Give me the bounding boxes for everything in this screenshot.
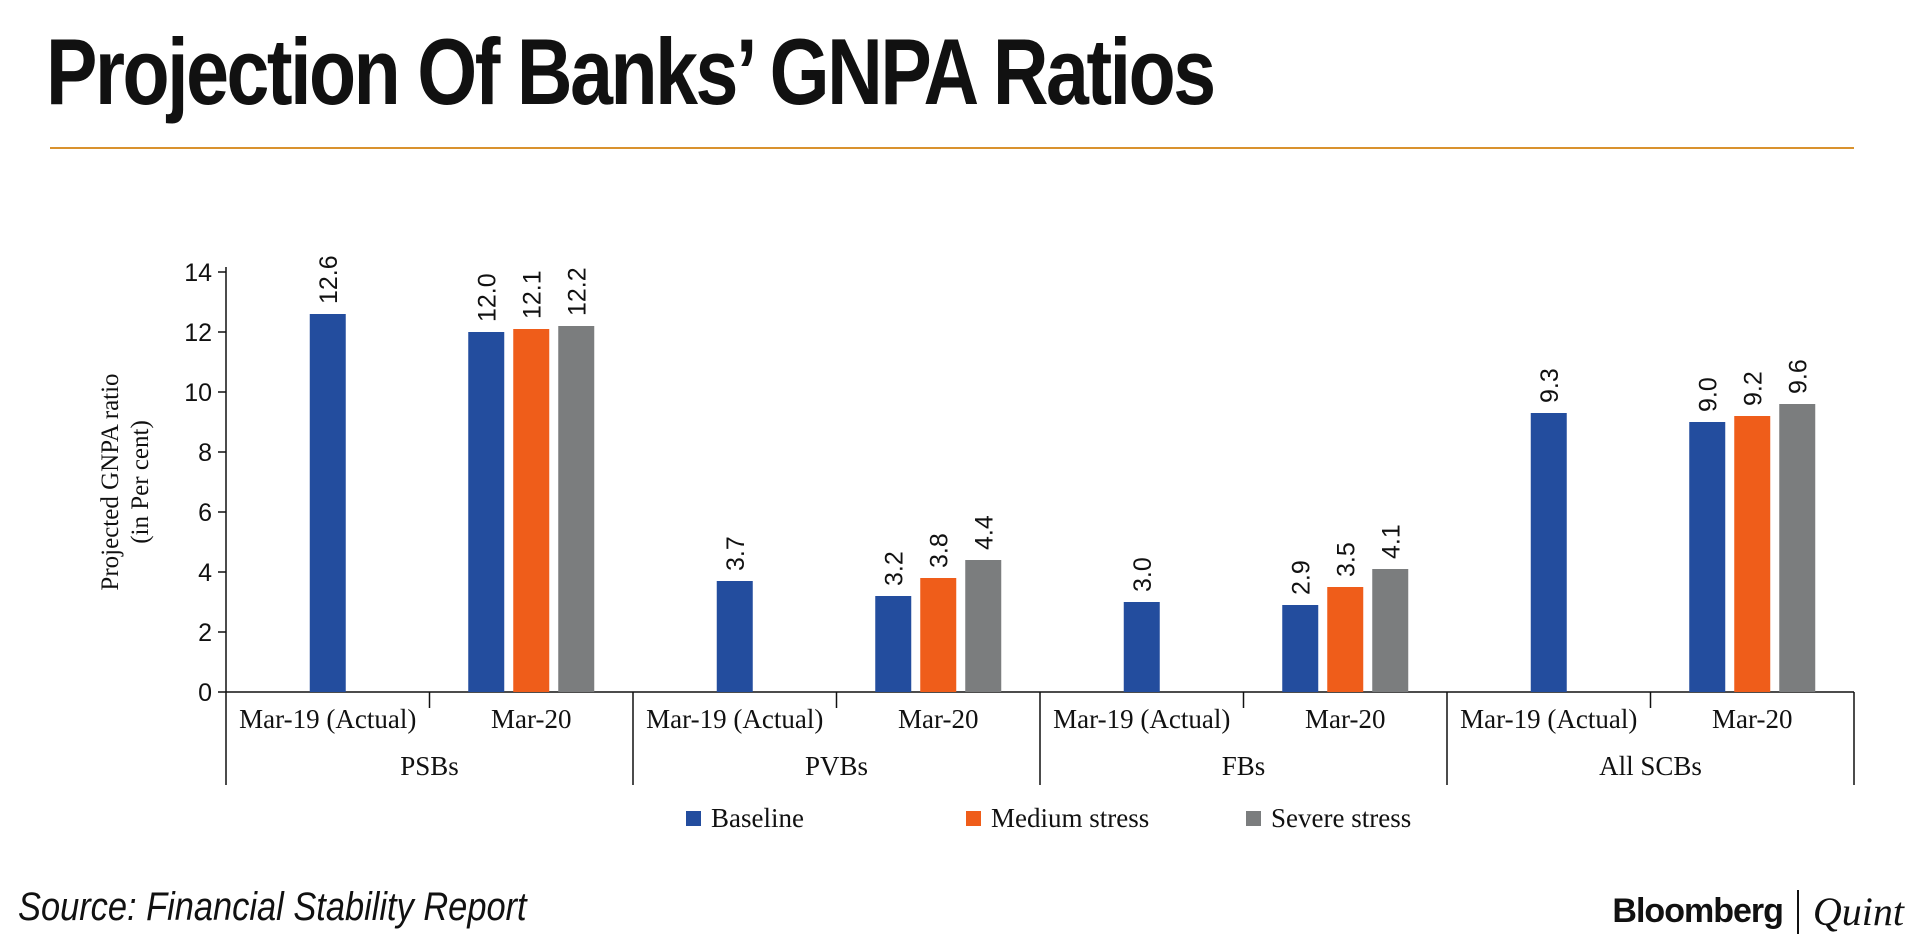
legend-swatch-medium-stress [966,811,981,826]
legend-item-baseline: Baseline [686,803,966,834]
period-label: Mar-19 (Actual) [1460,704,1637,734]
title-divider [50,147,1854,149]
y-tick-label: 0 [198,679,212,707]
bar-medium-stress [513,329,550,692]
bar-severe-stress [965,560,1002,692]
y-tick-label: 8 [198,439,212,467]
bar-baseline [1282,605,1319,692]
data-label: 12.6 [315,255,343,304]
bar-baseline [1530,413,1567,692]
group-label: PVBs [805,751,868,781]
bar-severe-stress [1779,404,1816,692]
data-label: 9.6 [1784,359,1812,394]
y-tick-label: 6 [198,499,212,527]
data-label: 9.0 [1694,377,1722,412]
legend-item-severe-stress: Severe stress [1246,803,1526,834]
legend-label-severe-stress: Severe stress [1271,803,1412,833]
data-label: 4.4 [970,515,998,550]
group-label: FBs [1222,751,1266,781]
brand-suffix: Quint [1812,889,1904,934]
data-label: 3.5 [1332,542,1360,577]
bar-baseline [1689,422,1726,692]
legend-swatch-severe-stress [1246,811,1261,826]
data-label: 12.2 [563,267,591,316]
period-label: Mar-20 [1712,704,1792,734]
period-label: Mar-20 [1305,704,1385,734]
bar-baseline [875,596,912,692]
brand-divider [1796,889,1799,934]
data-label: 12.0 [473,273,501,322]
period-label: Mar-19 (Actual) [239,704,416,734]
chart-title: Projection Of Banks’ GNPA Ratios [46,19,1216,124]
y-axis-title-line: Projected GNPA ratio [97,373,124,590]
bar-severe-stress [558,326,595,692]
bar-severe-stress [1372,569,1409,692]
data-label: 3.0 [1129,557,1157,592]
brand-logo: Bloomberg Quint [1612,888,1904,935]
data-label: 3.7 [722,536,750,571]
legend-label-medium-stress: Medium stress [991,803,1150,833]
data-label: 3.8 [925,533,953,568]
bar-medium-stress [1734,416,1771,692]
y-axis-title-line: (in Per cent) [127,420,154,544]
bar-baseline [716,581,753,692]
data-label: 9.2 [1739,371,1767,406]
bar-baseline [1123,602,1160,692]
y-tick-label: 10 [184,379,212,407]
period-label: Mar-20 [898,704,978,734]
y-tick-label: 14 [184,259,212,287]
period-label: Mar-19 (Actual) [1053,704,1230,734]
period-label: Mar-19 (Actual) [646,704,823,734]
data-label: 2.9 [1287,560,1315,595]
group-label: PSBs [400,751,459,781]
bar-baseline [309,314,346,692]
source-note: Source: Financial Stability Report [18,885,527,929]
legend-swatch-baseline [686,811,701,826]
brand-name: Bloomberg [1612,892,1783,930]
legend: Baseline Medium stress Severe stress [686,803,1526,834]
legend-item-medium-stress: Medium stress [966,803,1246,834]
y-tick-label: 2 [198,619,212,647]
y-tick-label: 4 [198,559,212,587]
bar-medium-stress [920,578,957,692]
data-label: 12.1 [518,270,546,319]
group-label: All SCBs [1599,751,1702,781]
data-label: 9.3 [1536,368,1564,403]
period-label: Mar-20 [491,704,571,734]
y-tick-label: 12 [184,319,212,347]
bar-baseline [468,332,505,692]
bar-medium-stress [1327,587,1364,692]
y-axis-title: Projected GNPA ratio (in Per cent) [97,373,154,590]
data-label: 4.1 [1377,524,1405,559]
legend-label-baseline: Baseline [711,803,804,833]
data-label: 3.2 [880,551,908,586]
